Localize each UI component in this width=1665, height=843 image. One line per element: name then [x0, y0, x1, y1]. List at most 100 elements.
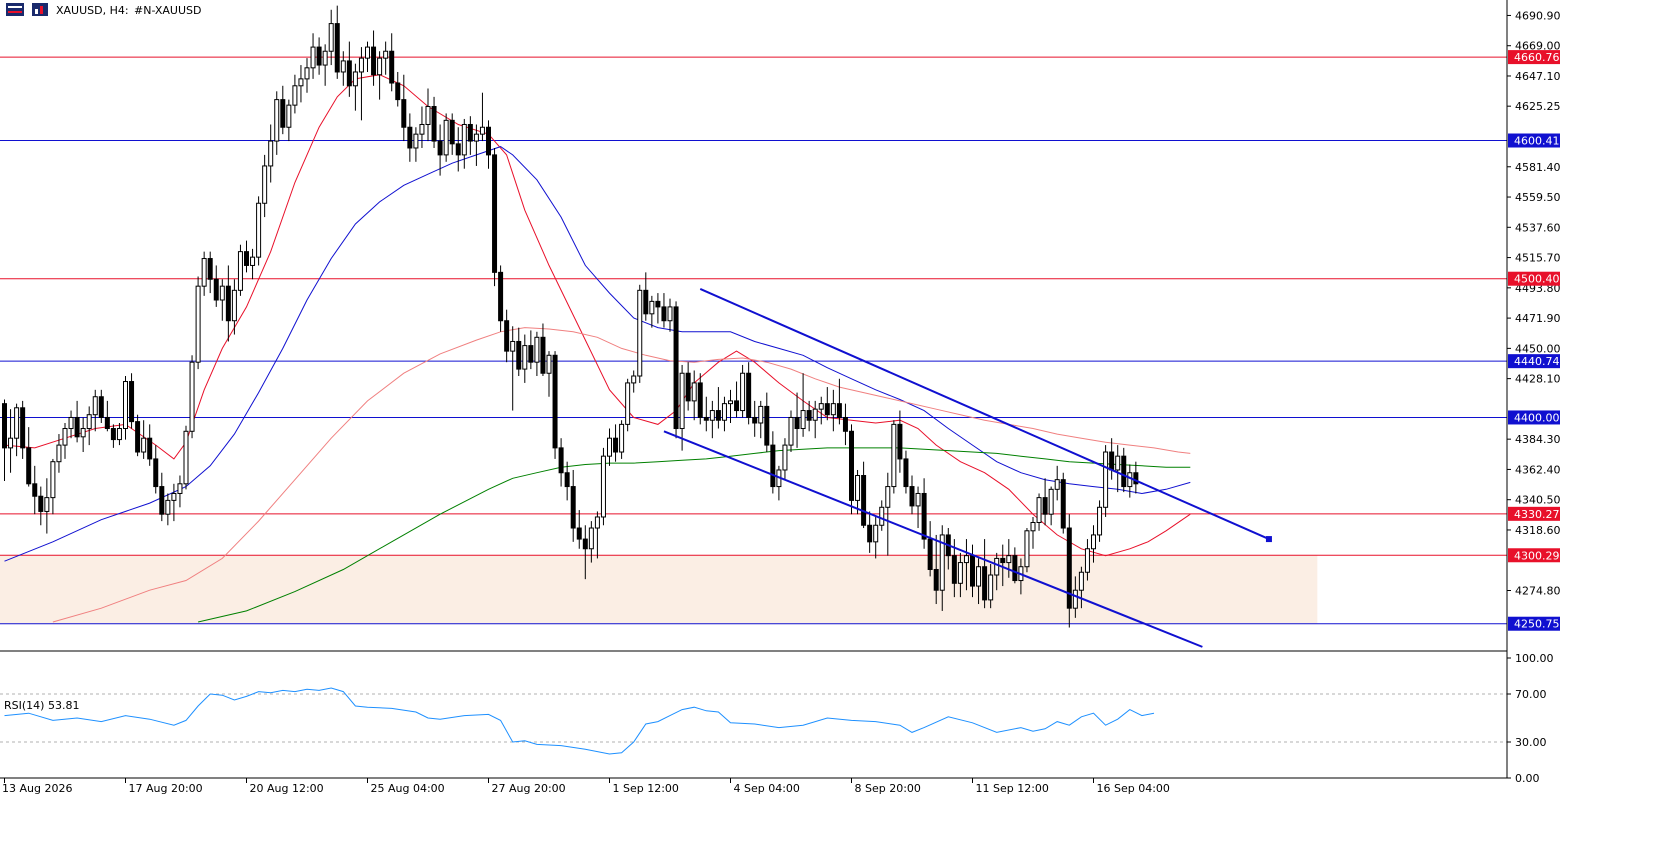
candle-body [358, 57, 364, 73]
candle [492, 147, 498, 287]
price-tick-label: 4581.40 [1515, 161, 1561, 174]
rsi-pane[interactable] [0, 687, 1507, 755]
candle-body [62, 428, 68, 446]
candle-body [933, 568, 939, 591]
candle [897, 410, 903, 473]
candle-body [746, 372, 752, 418]
candle [582, 525, 588, 580]
candle [1006, 539, 1012, 578]
candle [340, 51, 346, 86]
candle [498, 265, 504, 332]
candle [250, 248, 256, 280]
candle [764, 392, 770, 453]
candle-body [558, 447, 564, 474]
candle-body [570, 486, 576, 529]
candle [80, 417, 86, 453]
candle-body [479, 126, 485, 135]
candle [437, 124, 443, 176]
candle-body [104, 416, 110, 430]
candle-body [600, 455, 606, 518]
candle [473, 124, 479, 166]
candle-body [1127, 472, 1133, 488]
candle-body [1097, 506, 1103, 536]
level-price-tag[interactable] [1508, 50, 1560, 65]
level-price-tag[interactable] [1508, 410, 1560, 425]
candle-body [782, 444, 788, 471]
level-price-tag[interactable] [1508, 354, 1560, 369]
channel-line[interactable] [663, 430, 1203, 648]
candle-body [195, 285, 201, 363]
candle-body [1133, 472, 1139, 485]
candle-body [988, 574, 994, 601]
candle [244, 240, 249, 273]
candle-body [44, 497, 50, 512]
channel-line[interactable] [699, 288, 1270, 540]
price-tick-label: 4690.90 [1515, 9, 1561, 22]
candle [758, 400, 764, 439]
candle [371, 30, 377, 86]
candle-body [655, 300, 661, 308]
candle [637, 284, 643, 383]
candle-body [449, 119, 455, 145]
candle-body [225, 285, 231, 322]
trendline-handle[interactable] [1265, 536, 1272, 543]
candle [358, 47, 364, 121]
candle-body [1066, 527, 1072, 609]
flag-icon[interactable] [6, 3, 24, 16]
chart-window-icon[interactable] [32, 3, 48, 16]
candle [219, 279, 225, 321]
candle-body [316, 46, 322, 66]
candle-body [528, 345, 534, 363]
candle [98, 389, 104, 423]
candle-body [171, 492, 177, 501]
level-price-tag[interactable] [1508, 271, 1560, 286]
candle [38, 486, 44, 526]
candle [667, 298, 673, 332]
candle [927, 521, 933, 577]
price-tick-label: 4450.00 [1515, 342, 1561, 355]
candle-body [159, 486, 165, 515]
moving-average-line [4, 146, 1191, 562]
candle [613, 424, 619, 462]
candle [231, 279, 237, 335]
candle-body [1103, 451, 1109, 508]
level-price-tag-label: 4330.27 [1514, 508, 1560, 521]
candle-body [649, 300, 655, 315]
candle-body [903, 458, 909, 488]
level-price-tag-label: 4300.29 [1514, 549, 1560, 562]
candle-body [425, 106, 431, 125]
candle-body [873, 524, 879, 543]
candle [576, 510, 582, 549]
price-tick-label: 4340.50 [1515, 494, 1561, 507]
level-price-tag[interactable] [1508, 133, 1560, 148]
candle-body [32, 483, 38, 497]
candle-body [8, 437, 14, 449]
candle [600, 447, 606, 526]
candle-body [788, 416, 794, 446]
candle [588, 521, 594, 563]
candle [721, 396, 727, 432]
candle [104, 400, 110, 432]
candle [201, 251, 207, 296]
candle [703, 396, 709, 432]
candle [189, 355, 195, 439]
time-tick-label: 11 Sep 12:00 [976, 782, 1049, 795]
level-price-tag[interactable] [1508, 548, 1560, 563]
candle [534, 331, 540, 377]
rsi-label: RSI(14) 53.81 [4, 699, 79, 712]
candle [746, 362, 752, 425]
candle-body [855, 475, 861, 501]
candle-body [365, 46, 370, 59]
candle-body [770, 444, 776, 488]
level-price-tag[interactable] [1508, 506, 1560, 521]
candle [836, 378, 842, 425]
candle-body [619, 423, 625, 453]
candle-body [546, 354, 552, 374]
candle-body [963, 555, 969, 564]
candle [673, 301, 679, 439]
level-price-tag[interactable] [1508, 616, 1560, 631]
candle [643, 272, 649, 321]
